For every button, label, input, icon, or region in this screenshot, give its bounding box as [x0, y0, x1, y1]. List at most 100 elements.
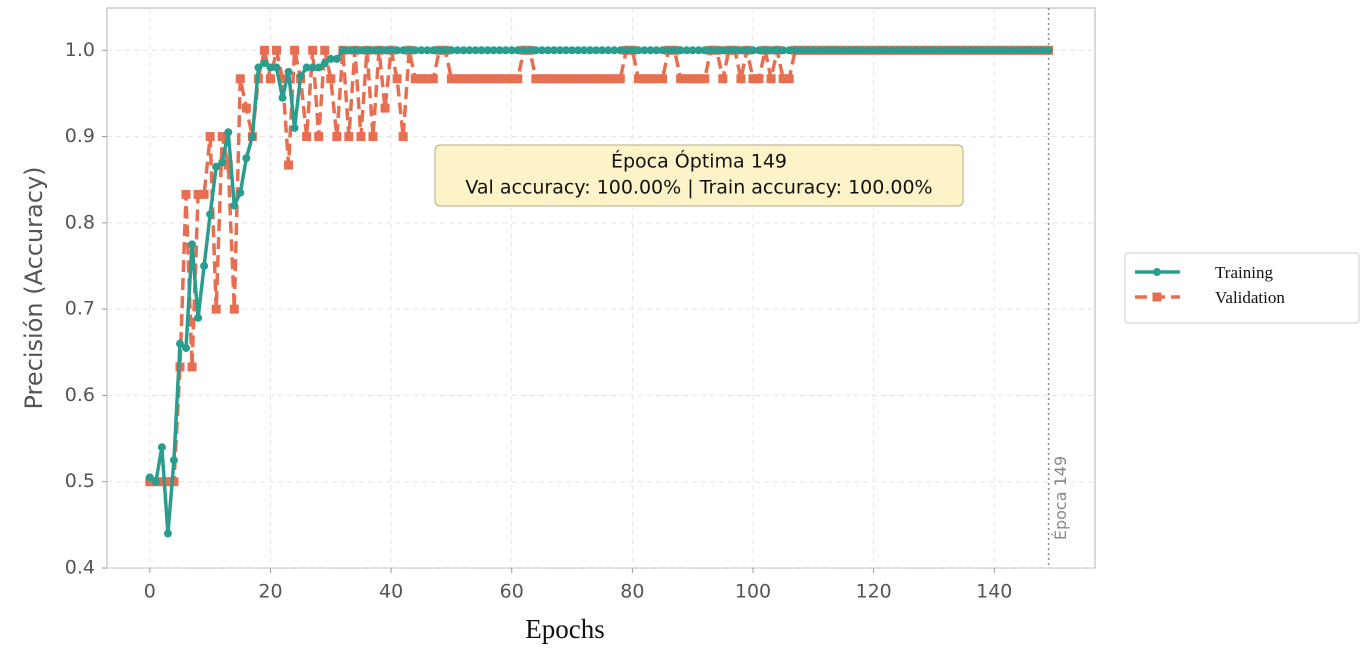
- y-tick-label: 0.7: [65, 298, 95, 320]
- marker: [785, 46, 794, 55]
- marker: [990, 46, 999, 55]
- marker: [561, 74, 571, 84]
- y-tick-label: 1.0: [65, 39, 95, 61]
- marker: [803, 46, 812, 55]
- marker: [217, 132, 227, 142]
- marker: [525, 46, 534, 55]
- marker: [296, 72, 305, 81]
- marker: [387, 46, 396, 55]
- y-tick-label: 0.8: [65, 211, 95, 233]
- marker: [531, 46, 540, 55]
- x-axis-label: Epochs: [525, 614, 604, 644]
- marker: [392, 74, 402, 84]
- marker: [651, 74, 661, 84]
- marker: [356, 46, 365, 55]
- marker: [779, 46, 788, 55]
- marker: [483, 74, 493, 84]
- annotation-title: Época Óptima 149: [611, 149, 787, 173]
- marker: [567, 74, 577, 84]
- marker: [935, 46, 944, 55]
- marker: [586, 46, 595, 55]
- marker: [182, 343, 191, 352]
- series-layer: Época 149: [145, 8, 1070, 568]
- marker: [603, 74, 613, 84]
- marker: [574, 46, 583, 55]
- marker: [188, 240, 197, 249]
- marker: [290, 45, 300, 55]
- y-tick-label: 0.4: [65, 557, 95, 579]
- marker: [645, 74, 655, 84]
- x-tick-label: 100: [735, 581, 771, 603]
- marker: [446, 74, 456, 84]
- marker: [411, 46, 420, 55]
- marker: [531, 74, 541, 84]
- marker: [169, 456, 178, 465]
- marker: [223, 160, 233, 170]
- marker: [591, 74, 601, 84]
- y-tick-label: 0.9: [65, 125, 95, 147]
- marker: [615, 74, 625, 84]
- y-tick-label: 0.5: [65, 470, 95, 492]
- marker: [736, 74, 746, 84]
- marker: [435, 46, 444, 55]
- legend-label: Training: [1215, 263, 1273, 282]
- marker: [308, 63, 317, 72]
- marker: [230, 201, 239, 210]
- marker: [495, 46, 504, 55]
- marker: [633, 74, 643, 84]
- marker: [175, 339, 184, 348]
- marker: [272, 63, 281, 72]
- marker: [260, 59, 269, 68]
- marker: [821, 46, 830, 55]
- marker: [815, 46, 824, 55]
- marker: [314, 132, 324, 142]
- marker: [302, 132, 312, 142]
- marker: [205, 132, 215, 142]
- marker: [911, 46, 920, 55]
- marker: [537, 46, 546, 55]
- annotation-box: [434, 144, 964, 207]
- marker: [169, 477, 179, 487]
- marker: [507, 74, 517, 84]
- marker: [700, 74, 710, 84]
- marker: [585, 74, 595, 84]
- marker: [242, 154, 251, 163]
- marker: [1032, 46, 1041, 55]
- marker: [549, 46, 558, 55]
- marker: [676, 46, 685, 55]
- marker: [200, 261, 209, 270]
- marker: [767, 46, 776, 55]
- marker: [416, 74, 426, 84]
- marker: [730, 46, 739, 55]
- marker: [610, 46, 619, 55]
- marker: [501, 74, 511, 84]
- marker: [724, 46, 733, 55]
- marker: [489, 46, 498, 55]
- marker: [513, 74, 523, 84]
- marker: [917, 46, 926, 55]
- marker: [405, 46, 414, 55]
- marker: [278, 93, 287, 102]
- x-tick-label: 80: [620, 581, 644, 603]
- marker: [1044, 46, 1053, 55]
- marker: [308, 45, 318, 55]
- marker: [537, 74, 547, 84]
- marker: [344, 46, 353, 55]
- marker: [453, 46, 462, 55]
- marker: [513, 46, 522, 55]
- marker: [568, 46, 577, 55]
- marker: [235, 74, 245, 84]
- marker: [784, 74, 794, 84]
- marker: [224, 128, 233, 137]
- marker: [369, 46, 377, 55]
- marker: [212, 162, 221, 171]
- marker: [368, 132, 378, 142]
- marker: [893, 46, 902, 55]
- marker: [984, 46, 993, 55]
- marker: [1152, 292, 1162, 302]
- marker: [609, 74, 619, 84]
- marker: [254, 63, 263, 72]
- optimum-label: Época 149: [1051, 456, 1070, 540]
- marker: [284, 160, 294, 170]
- marker: [465, 74, 475, 84]
